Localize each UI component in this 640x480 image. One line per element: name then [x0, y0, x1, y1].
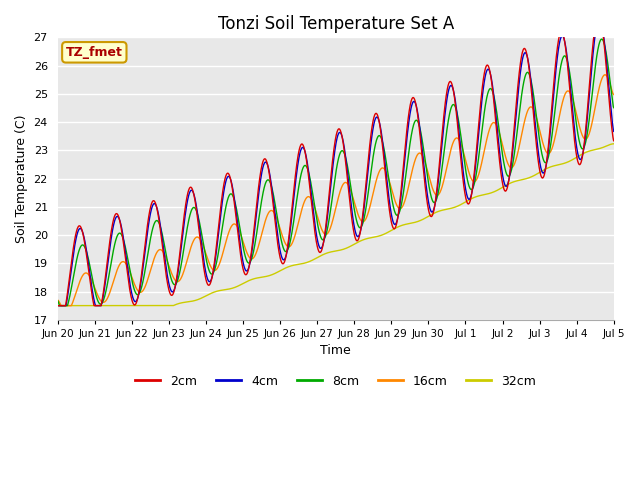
2cm — [497, 172, 505, 178]
8cm — [577, 142, 584, 148]
4cm — [364, 170, 372, 176]
4cm — [610, 129, 618, 134]
Text: TZ_fmet: TZ_fmet — [66, 46, 123, 59]
16cm — [561, 92, 569, 98]
8cm — [364, 192, 372, 197]
X-axis label: Time: Time — [320, 344, 351, 357]
2cm — [561, 38, 568, 44]
4cm — [352, 230, 360, 236]
Line: 4cm: 4cm — [58, 23, 614, 306]
Line: 2cm: 2cm — [58, 23, 614, 306]
4cm — [54, 303, 61, 309]
2cm — [209, 272, 216, 277]
16cm — [54, 297, 61, 303]
16cm — [58, 303, 65, 309]
16cm — [364, 211, 372, 216]
16cm — [601, 72, 609, 78]
Line: 32cm: 32cm — [58, 144, 614, 306]
2cm — [54, 303, 61, 309]
2cm — [576, 162, 584, 168]
16cm — [209, 267, 217, 273]
2cm — [610, 138, 618, 144]
4cm — [593, 20, 601, 26]
Line: 16cm: 16cm — [58, 75, 614, 306]
2cm — [364, 162, 372, 168]
16cm — [352, 205, 360, 211]
4cm — [497, 163, 505, 168]
4cm — [209, 272, 216, 278]
4cm — [561, 38, 568, 44]
4cm — [576, 156, 584, 162]
8cm — [610, 105, 618, 110]
32cm — [364, 236, 372, 241]
Title: Tonzi Soil Temperature Set A: Tonzi Soil Temperature Set A — [218, 15, 454, 33]
32cm — [352, 240, 360, 246]
8cm — [56, 303, 63, 309]
8cm — [561, 53, 569, 59]
8cm — [54, 298, 61, 303]
16cm — [610, 92, 618, 97]
32cm — [497, 185, 505, 191]
32cm — [576, 152, 584, 158]
2cm — [592, 20, 600, 26]
16cm — [497, 138, 505, 144]
Line: 8cm: 8cm — [58, 39, 614, 306]
32cm — [54, 303, 61, 309]
32cm — [561, 160, 568, 166]
8cm — [598, 36, 605, 42]
Y-axis label: Soil Temperature (C): Soil Temperature (C) — [15, 114, 28, 243]
Legend: 2cm, 4cm, 8cm, 16cm, 32cm: 2cm, 4cm, 8cm, 16cm, 32cm — [130, 370, 541, 393]
16cm — [577, 126, 584, 132]
8cm — [497, 144, 505, 150]
8cm — [209, 271, 217, 276]
32cm — [209, 290, 216, 296]
2cm — [352, 236, 360, 242]
8cm — [352, 215, 360, 220]
32cm — [610, 141, 618, 147]
